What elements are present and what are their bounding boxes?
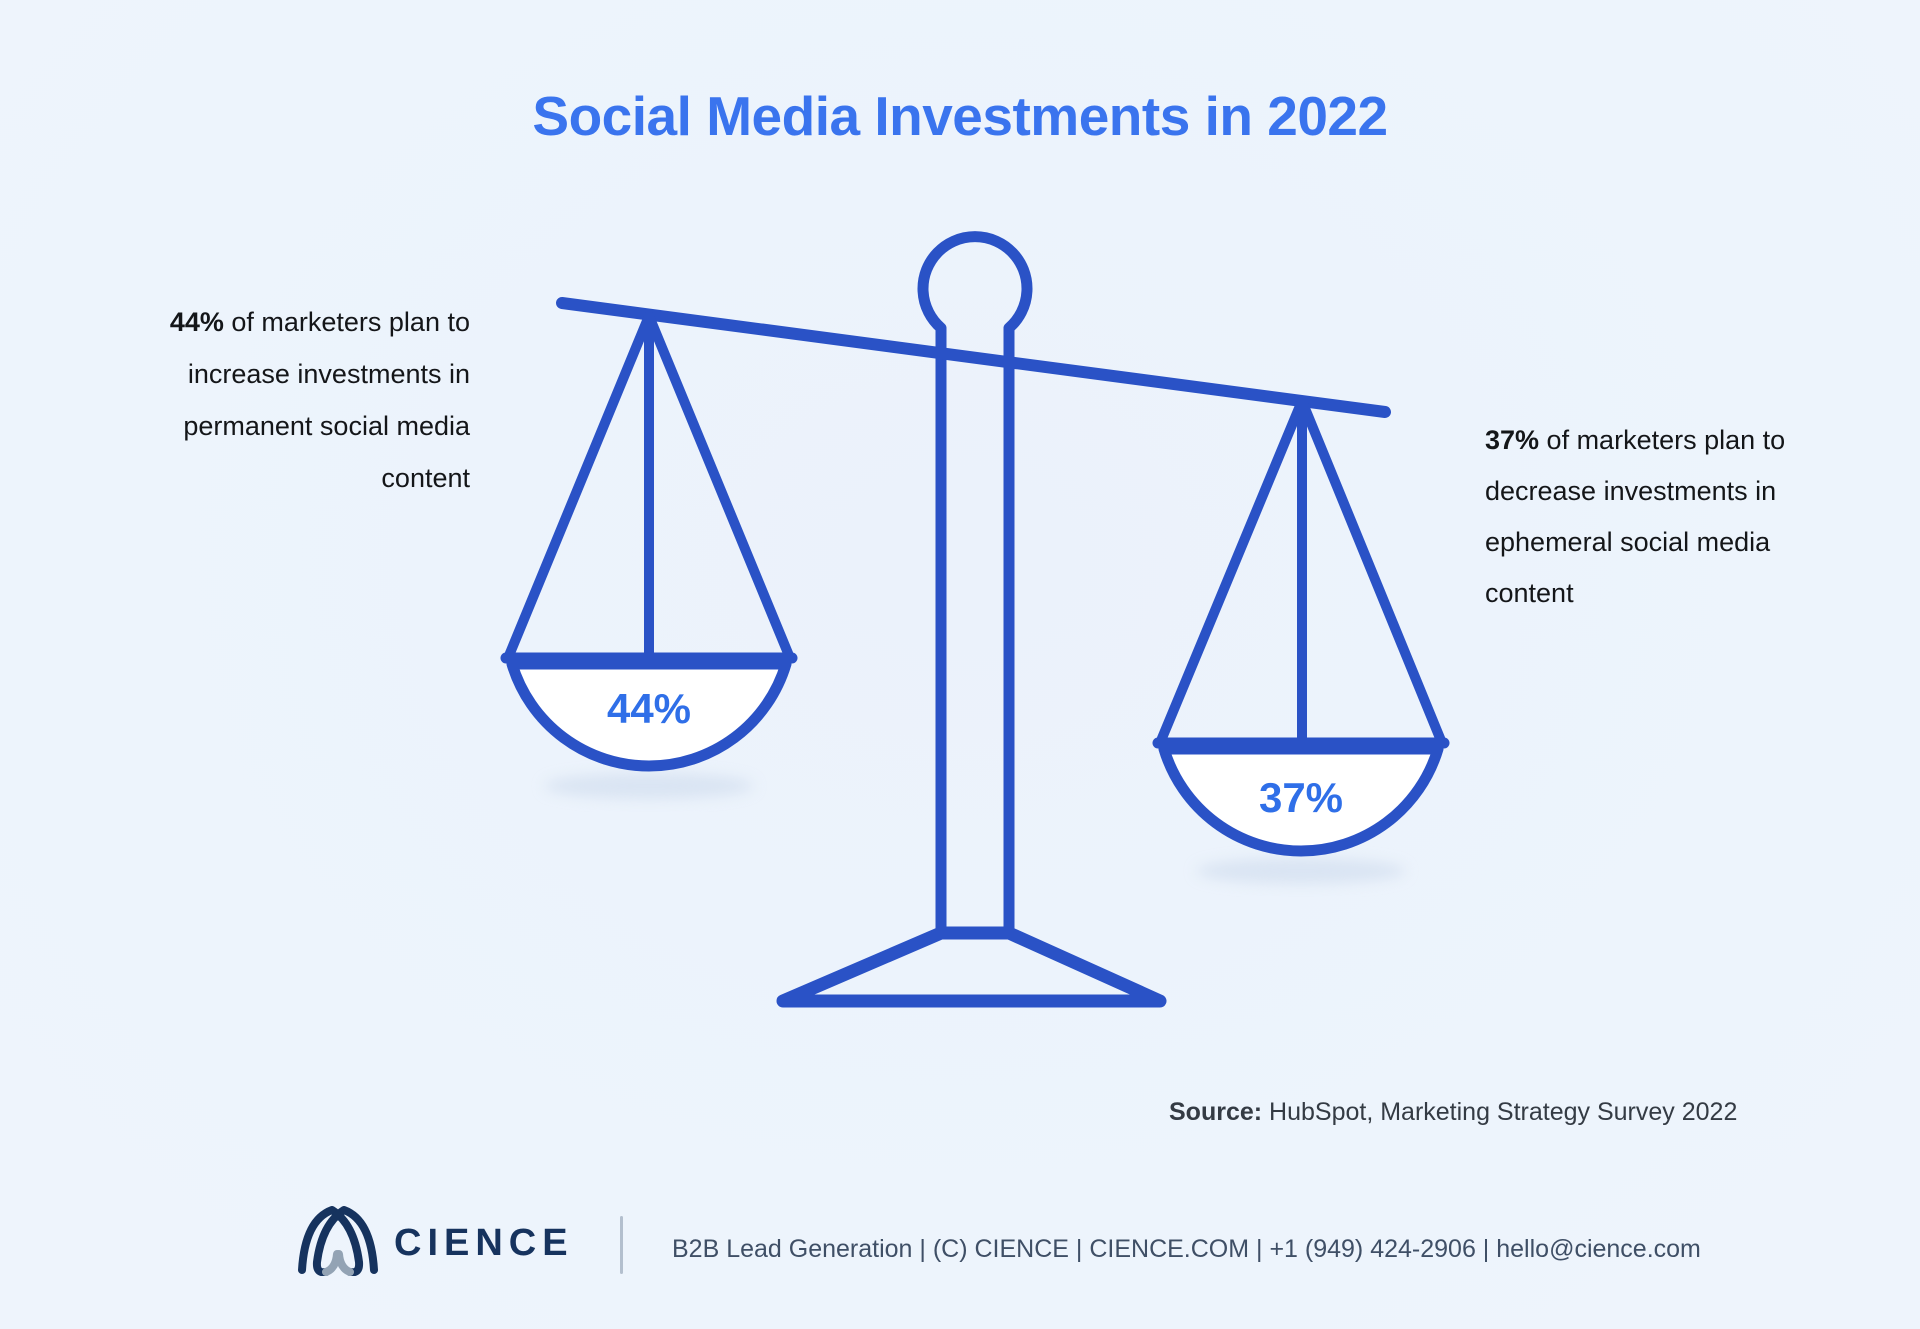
right-pan-value: 37% [1259,774,1343,821]
footer-divider [620,1216,623,1274]
right-pan-hangers [1155,396,1447,748]
cience-logo-icon [298,1206,378,1276]
page-title: Social Media Investments in 2022 [532,85,1388,147]
logo-right-lobe [312,1206,378,1276]
logo-right-lobe-tail [322,1250,341,1276]
scale-beam [556,297,1391,418]
logo-left-lobe [298,1206,364,1276]
source-text: HubSpot, Marketing Strategy Survey 2022 [1262,1098,1738,1126]
left-stat-line-3: permanent social media [183,411,470,441]
left-pan-hangers [503,311,795,663]
footer-contact-line: B2B Lead Generation | (C) CIENCE | CIENC… [672,1235,1701,1263]
right-stat-line-2: decrease investments in [1485,476,1777,506]
right-stat-line-3: ephemeral social media [1485,527,1771,557]
scale-post [917,231,1033,939]
scale-base [776,926,1167,1008]
left-stat-percent: 44% [169,307,224,337]
right-pan-bowl [1158,743,1444,857]
right-stat-percent: 37% [1485,425,1540,455]
left-stat-line-2: increase investments in [187,359,470,389]
left-pan-shadow [544,773,754,799]
left-stat-line-4: content [381,463,470,493]
right-stat-line-1: 37% of marketers plan to [1485,425,1786,455]
left-pan-bowl [506,658,792,772]
source-label: Source: [1169,1098,1263,1126]
left-stat-line-1: 44% of marketers plan to [169,307,470,337]
right-stat-line-4: content [1485,578,1574,608]
source-line: Source: HubSpot, Marketing Strategy Surv… [1169,1097,1737,1127]
left-pan-value: 44% [607,685,691,732]
right-pan-shadow [1196,858,1406,884]
left-stat-text: 44% of marketers plan to increase invest… [100,296,470,504]
brand-wordmark: CIENCE [394,1222,574,1264]
right-stat-text: 37% of marketers plan to decrease invest… [1485,415,1880,619]
